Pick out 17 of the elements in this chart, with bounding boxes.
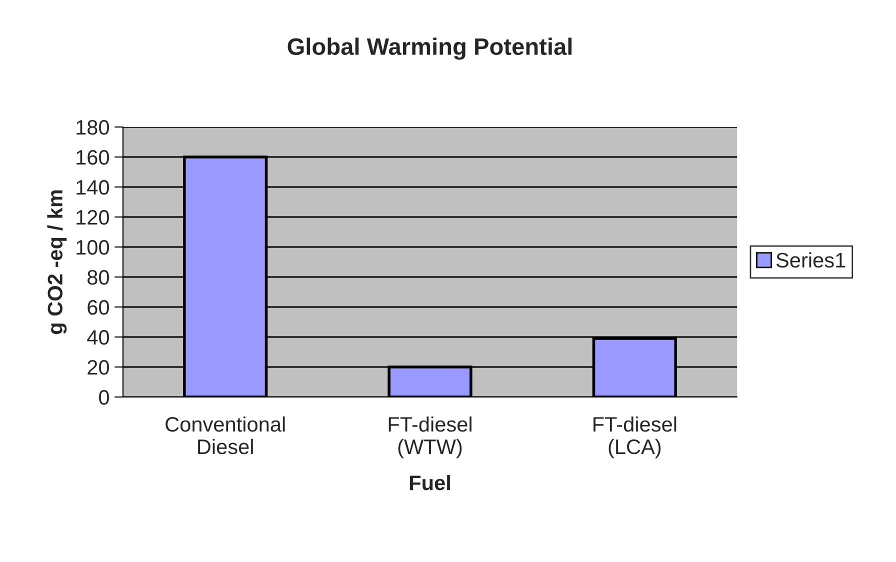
x-tick-label: FT-diesel (WTW) xyxy=(388,416,472,458)
y-tick-label: 160 xyxy=(76,150,109,165)
y-tick-label: 180 xyxy=(76,120,109,135)
y-tick-label: 60 xyxy=(88,300,109,315)
y-tick-label: 140 xyxy=(76,180,109,195)
x-axis-title: Fuel xyxy=(410,474,450,490)
x-tick-label: Conventional Diesel xyxy=(166,416,285,454)
chart-title: Global Warming Potential xyxy=(288,38,572,60)
y-tick-label: 0 xyxy=(99,390,109,405)
legend-label: Series1 xyxy=(776,252,846,268)
y-tick-label: 80 xyxy=(88,270,109,285)
y-tick-label: 20 xyxy=(88,360,109,375)
y-tick-label: 100 xyxy=(76,240,109,255)
x-tick-label: FT-diesel (LCA) xyxy=(594,416,676,458)
y-tick-label: 40 xyxy=(87,330,109,345)
y-axis-title: g CO2 -eq / km xyxy=(47,190,67,334)
y-tick-label: 120 xyxy=(76,210,109,225)
